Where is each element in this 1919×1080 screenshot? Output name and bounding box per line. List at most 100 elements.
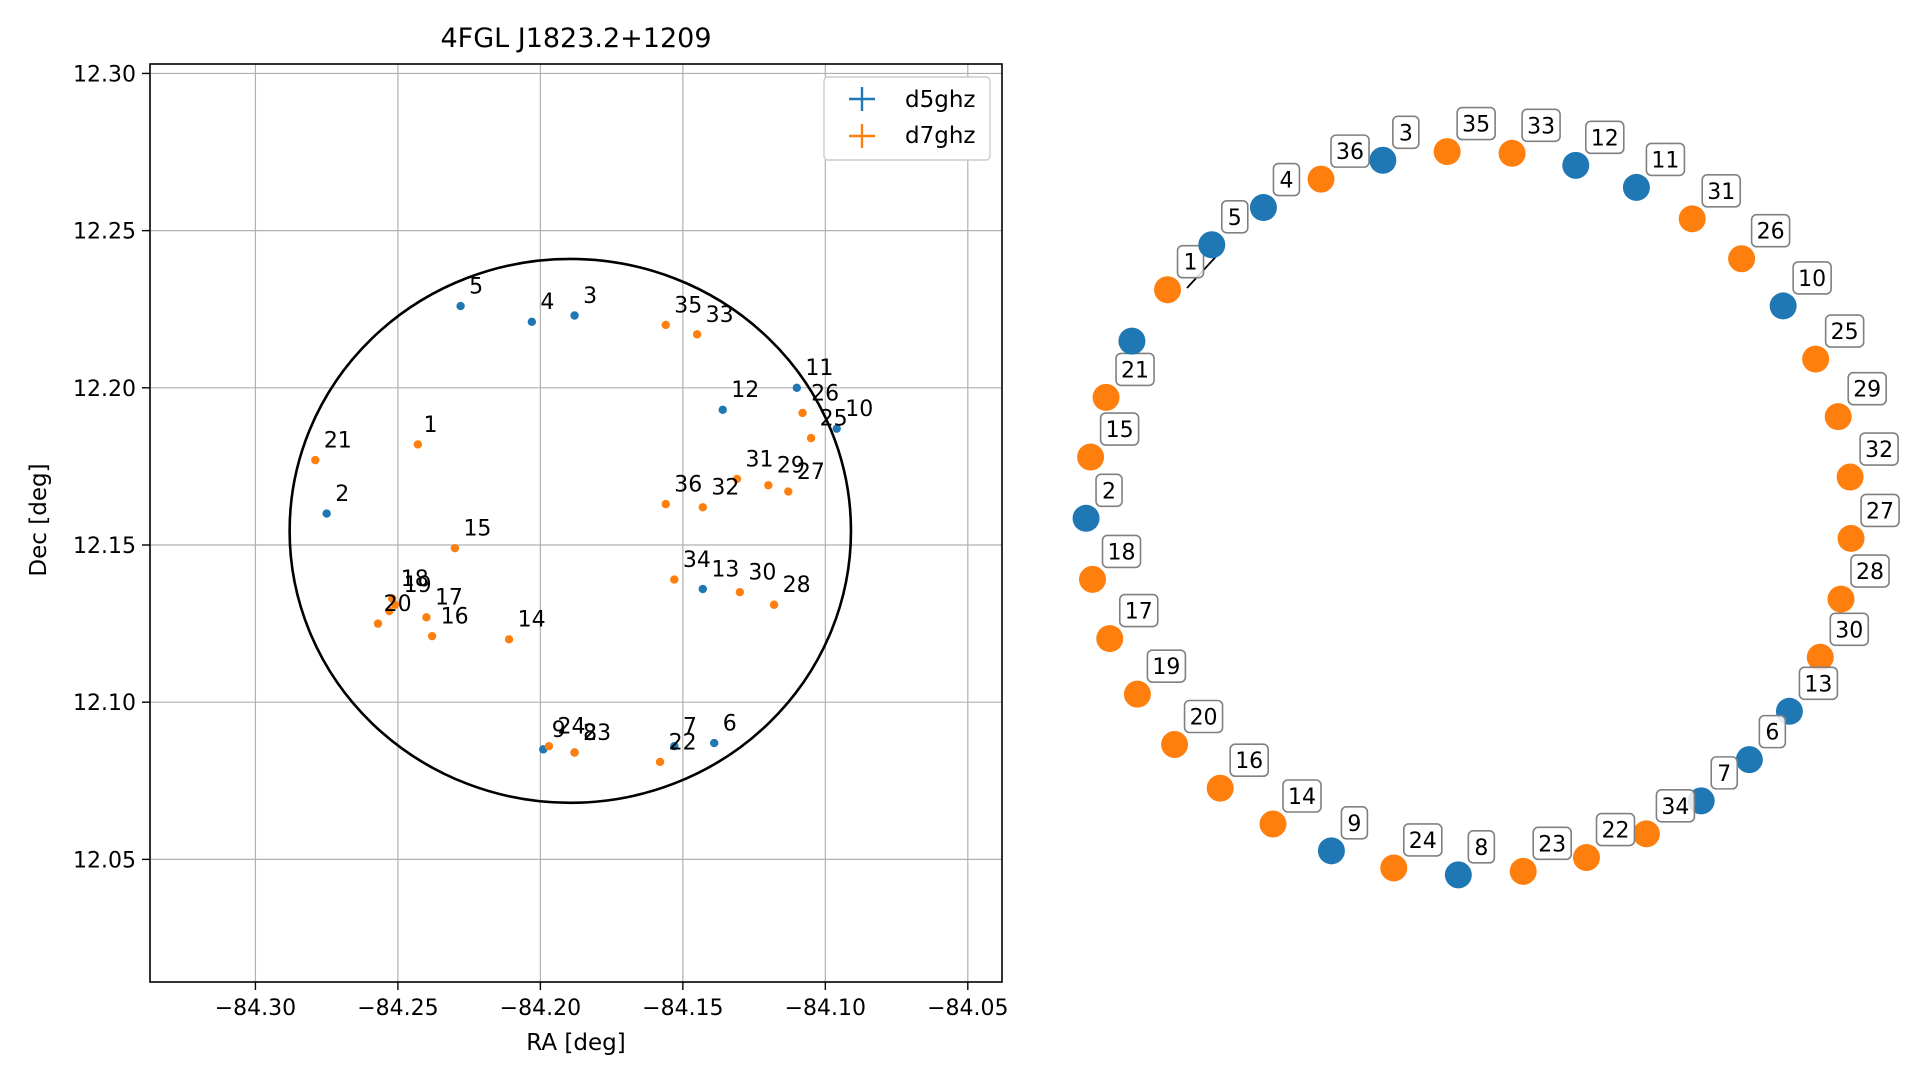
point-d7ghz-31	[732, 474, 742, 484]
node-label-box	[1824, 314, 1865, 348]
point-label: 30	[748, 561, 776, 586]
node-label-box	[1118, 593, 1159, 628]
node-label: 6	[1765, 721, 1779, 746]
node-label: 14	[1288, 785, 1316, 810]
node-label: 26	[1757, 220, 1785, 245]
point-label: 11	[805, 356, 833, 381]
point-label: 17	[435, 586, 463, 611]
point-label: 5	[469, 275, 483, 300]
node-label-box	[1282, 779, 1322, 813]
point-d7ghz-23	[570, 748, 579, 757]
node-d7ghz-24	[1380, 854, 1408, 882]
node-d7ghz-35	[1433, 138, 1461, 166]
node-label-box	[1750, 213, 1791, 248]
node-label: 25	[1831, 320, 1859, 345]
node-label: 10	[1798, 267, 1826, 292]
y-tick-label: 12.25	[73, 220, 136, 245]
search-circle-ring	[288, 257, 853, 805]
node-label-box	[1183, 699, 1224, 734]
node-label-box	[1860, 493, 1900, 528]
x-tick-label: −84.25	[357, 996, 438, 1021]
x-tick-label: −84.30	[215, 996, 296, 1021]
point-label: 4	[540, 290, 554, 315]
x-axis-label: RA [deg]	[526, 1030, 625, 1056]
node-label-box	[1758, 714, 1787, 749]
node-d7ghz-26	[1728, 245, 1756, 273]
node-d7ghz-1	[1154, 276, 1182, 304]
point-d7ghz-30	[735, 587, 745, 597]
node-d7ghz-32	[1836, 463, 1864, 491]
point-label: 14	[518, 608, 546, 633]
node-d5ghz-8	[1444, 861, 1472, 889]
node-label-box	[1402, 823, 1443, 857]
legend-marker-d7ghz	[849, 124, 875, 148]
node-label-box	[1101, 534, 1142, 569]
node-d7ghz-30	[1806, 643, 1834, 671]
node-d5ghz-9	[1317, 837, 1345, 865]
node-d7ghz-29	[1824, 403, 1852, 431]
point-d7ghz-22	[655, 757, 665, 767]
point-d5ghz-12	[718, 405, 727, 415]
node-label-box	[1850, 554, 1890, 588]
point-d7ghz-20	[385, 606, 394, 616]
point-label: 9	[552, 718, 566, 743]
node-label-box	[1847, 371, 1887, 406]
point-d5ghz-7	[670, 742, 679, 751]
point-label: 2	[335, 482, 349, 507]
point-label: 32	[711, 476, 739, 501]
node-label-box	[1829, 612, 1870, 647]
point-d7ghz-27	[784, 487, 793, 496]
point-label: 20	[384, 592, 412, 617]
node-label: 31	[1707, 180, 1735, 205]
right-circular-layout-chart: 3 35 33 12113126102529322728301367342223824…	[1072, 106, 1900, 889]
legend-box	[823, 76, 991, 161]
point-label: 18	[401, 567, 429, 592]
point-label: 25	[820, 407, 848, 432]
y-tick-label: 12.15	[73, 534, 136, 559]
point-d7ghz-x	[373, 619, 383, 628]
point-label: 33	[706, 303, 734, 328]
point-label: 26	[811, 381, 839, 406]
point-d7ghz-16	[427, 631, 437, 641]
point-d7ghz-25	[806, 433, 816, 443]
point-d5ghz-6	[710, 738, 719, 748]
node-d7ghz-28	[1827, 585, 1855, 613]
node-label: 12	[1591, 126, 1619, 151]
node-label-box	[1220, 199, 1249, 234]
node-label: 17	[1125, 600, 1153, 625]
x-tick-label: −84.20	[500, 996, 581, 1021]
node-d5ghz-10	[1769, 292, 1797, 320]
y-tick-label: 12.10	[73, 691, 136, 716]
point-d5ghz-2	[322, 509, 331, 518]
point-d5ghz-11	[792, 383, 802, 393]
node-label-box	[1099, 412, 1140, 446]
node-label-box	[1532, 826, 1572, 861]
point-d7ghz-36	[661, 499, 670, 509]
point-label: 22	[669, 730, 697, 755]
node-label: 3	[1399, 121, 1413, 146]
node-label: 32	[1865, 438, 1893, 463]
point-d5ghz-13	[698, 584, 708, 594]
node-label: 7	[1717, 762, 1731, 787]
point-d7ghz-28	[769, 600, 779, 609]
node-d5ghz-12	[1562, 151, 1590, 179]
node-d5ghz-4	[1249, 194, 1277, 222]
legend-label-d7ghz: d7ghz	[905, 123, 975, 149]
point-d7ghz-34	[670, 575, 679, 584]
node-label: 15	[1106, 418, 1134, 443]
point-label: 19	[404, 573, 432, 598]
node-label-box	[1467, 830, 1496, 864]
point-d7ghz-1	[413, 440, 423, 449]
node-d7ghz-15	[1077, 443, 1105, 471]
point-d7ghz-26	[798, 408, 807, 418]
node-label-box	[1645, 142, 1686, 177]
node-label: 9	[1347, 812, 1361, 837]
point-label: 29	[777, 454, 805, 479]
point-label: 6	[723, 711, 737, 736]
node-label: 36	[1336, 140, 1364, 165]
node-label-box	[1792, 261, 1832, 295]
node-label-box	[1330, 134, 1370, 168]
grid	[150, 64, 1002, 982]
point-label: 35	[674, 293, 702, 318]
chart-title: 4FGL J1823.2+1209	[440, 23, 711, 54]
